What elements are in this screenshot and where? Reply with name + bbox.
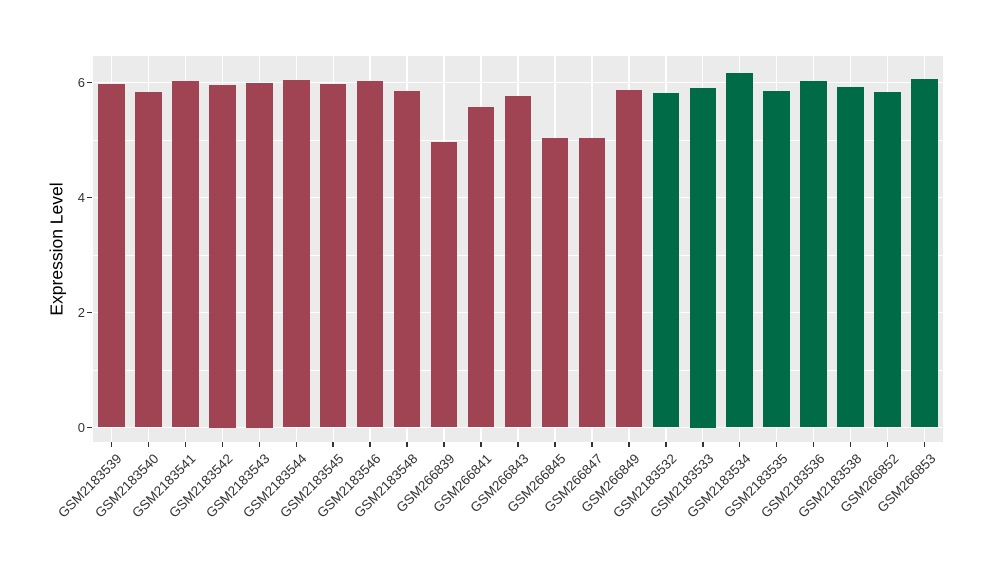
bar-GSM266849	[615, 89, 643, 428]
x-tick-mark	[258, 442, 261, 447]
bar-GSM266841	[467, 106, 495, 428]
bar-GSM2183536	[800, 81, 827, 428]
x-tick-mark	[591, 442, 593, 447]
x-tick-mark	[554, 442, 556, 447]
plot-panel	[93, 56, 943, 442]
bar-GSM2183534	[726, 73, 753, 428]
bar-GSM266853	[911, 79, 938, 428]
bar-GSM2183532	[652, 92, 680, 428]
x-tick-mark	[443, 442, 445, 447]
x-tick-mark	[775, 442, 778, 447]
bar-GSM2183540	[135, 91, 162, 428]
y-tick-mark	[87, 426, 92, 429]
bar-GSM2183543	[246, 82, 273, 428]
bar-GSM266845	[541, 138, 569, 428]
bar-GSM266847	[578, 138, 606, 428]
x-tick-mark	[517, 442, 519, 447]
y-tick-label: 4	[77, 189, 85, 205]
y-tick-mark	[87, 196, 92, 199]
x-tick-mark	[738, 442, 741, 447]
bar-GSM266839	[430, 142, 458, 428]
x-tick-mark	[369, 442, 371, 447]
bar-GSM266852	[874, 91, 901, 428]
x-tick-mark	[923, 442, 926, 447]
bar-GSM2183538	[837, 86, 864, 428]
bar-GSM2183542	[209, 85, 236, 428]
x-tick-mark	[184, 442, 187, 447]
y-tick-label: 0	[77, 419, 85, 435]
y-tick-label: 2	[77, 304, 85, 320]
bar-GSM2183541	[172, 81, 199, 428]
y-tick-mark	[87, 311, 92, 314]
x-tick-mark	[812, 442, 815, 447]
bar-GSM2183544	[283, 80, 310, 428]
bar-GSM2183535	[763, 90, 790, 428]
x-tick-mark	[406, 442, 408, 447]
x-tick-mark	[886, 442, 889, 447]
bar-GSM266843	[504, 95, 532, 428]
x-tick-mark	[702, 442, 704, 447]
bar-GSM2183533	[689, 88, 717, 428]
bar-GSM2183545	[319, 84, 347, 428]
x-tick-mark	[628, 442, 630, 447]
y-tick-mark	[87, 81, 92, 84]
x-tick-mark	[147, 442, 150, 447]
x-tick-mark	[221, 442, 224, 447]
x-tick-mark	[665, 442, 667, 447]
x-tick-mark	[110, 442, 113, 447]
x-tick-mark	[295, 442, 297, 447]
x-tick-mark	[332, 442, 334, 447]
bar-GSM2183548	[393, 90, 421, 428]
y-tick-label: 6	[77, 74, 85, 90]
bar-GSM2183539	[98, 84, 125, 428]
x-tick-mark	[480, 442, 482, 447]
x-tick-mark	[849, 442, 852, 447]
bar-GSM2183546	[356, 81, 384, 428]
